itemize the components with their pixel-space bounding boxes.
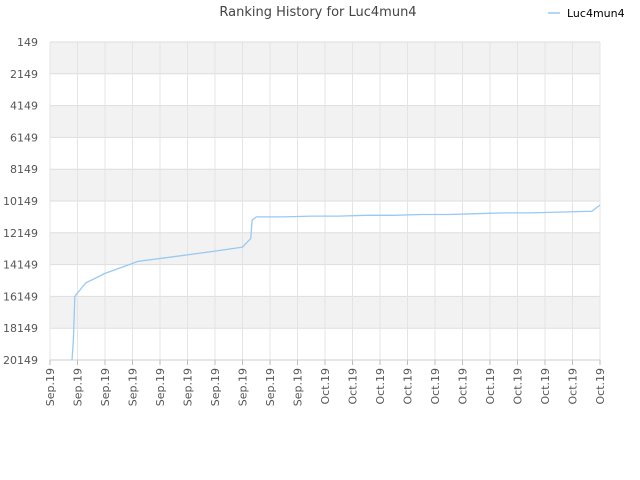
y-tick-label: 14149 xyxy=(3,259,38,272)
y-tick-label: 10149 xyxy=(3,195,38,208)
x-tick-label: Sep.19 xyxy=(44,368,57,406)
x-tick-label: Oct.19 xyxy=(457,368,470,405)
series-lines xyxy=(71,204,601,361)
x-tick-label: Sep.19 xyxy=(237,368,250,406)
x-tick-label: Oct.19 xyxy=(347,368,360,405)
x-tick-label: Sep.19 xyxy=(72,368,85,406)
axes xyxy=(49,359,601,365)
legend: Luc4mun4 xyxy=(548,7,625,20)
x-axis-ticks: Sep.19 Sep.19 Sep.19 Sep.19 Sep.19 Sep.19 Sep.… xyxy=(44,368,607,406)
x-tick-label: Oct.19 xyxy=(484,368,497,405)
y-tick-label: 8149 xyxy=(10,163,38,176)
y-tick-label: 149 xyxy=(17,36,38,49)
x-tick-label: Oct.19 xyxy=(374,368,387,405)
gridlines xyxy=(49,41,601,361)
y-tick-label: 20149 xyxy=(3,354,38,367)
x-tick-label: Oct.19 xyxy=(539,368,552,405)
x-tick-label: Oct.19 xyxy=(402,368,415,405)
x-tick-label: Oct.19 xyxy=(594,368,607,405)
x-tick-label: Sep.19 xyxy=(209,368,222,406)
y-tick-label: 18149 xyxy=(3,322,38,335)
x-tick-label: Sep.19 xyxy=(182,368,195,406)
series-line xyxy=(71,204,601,361)
x-tick-label: Sep.19 xyxy=(292,368,305,406)
x-tick-label: Sep.19 xyxy=(264,368,277,406)
x-tick-label: Oct.19 xyxy=(512,368,525,405)
x-tick-label: Sep.19 xyxy=(154,368,167,406)
x-tick-label: Oct.19 xyxy=(429,368,442,405)
x-tick-label: Oct.19 xyxy=(567,368,580,405)
y-tick-label: 4149 xyxy=(10,100,38,113)
y-tick-label: 12149 xyxy=(3,227,38,240)
y-tick-label: 16149 xyxy=(3,290,38,303)
x-tick-label: Oct.19 xyxy=(319,368,332,405)
legend-label: Luc4mun4 xyxy=(567,7,625,20)
x-tick-label: Sep.19 xyxy=(99,368,112,406)
chart-title: Ranking History for Luc4mun4 xyxy=(219,5,416,20)
y-tick-label: 6149 xyxy=(10,131,38,144)
y-axis-ticks: 149 2149 4149 6149 8149 10149 12149 14149 16149 1… xyxy=(3,36,38,367)
x-tick-label: Sep.19 xyxy=(127,368,140,406)
y-tick-label: 2149 xyxy=(10,68,38,81)
